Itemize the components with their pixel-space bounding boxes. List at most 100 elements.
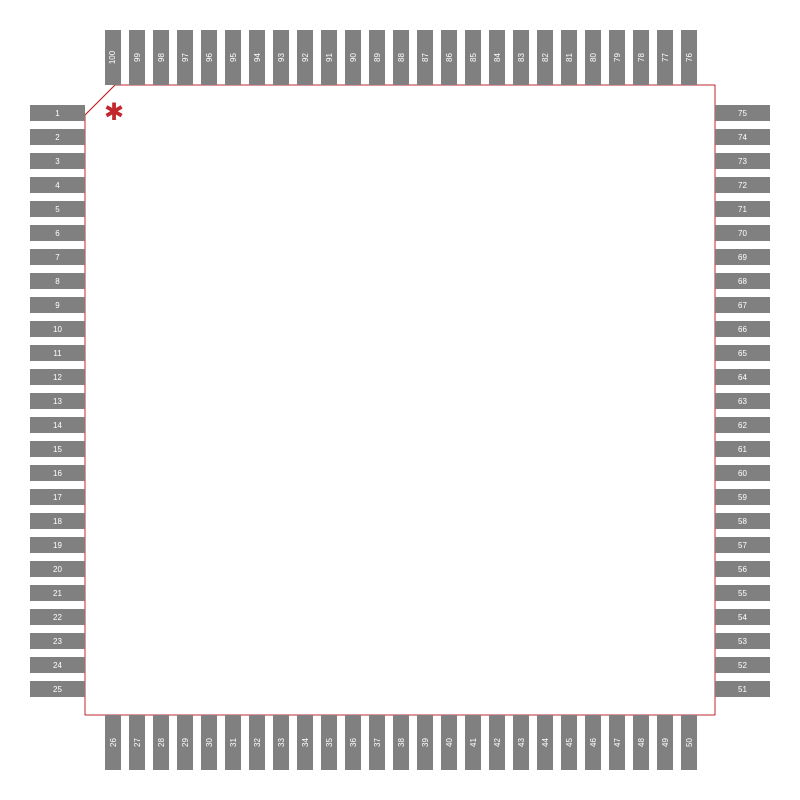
pin-label-26: 26 — [109, 738, 118, 747]
pin-78: 78 — [633, 30, 649, 85]
pin-label-31: 31 — [229, 738, 238, 747]
pin-label-48: 48 — [637, 738, 646, 747]
pin-44: 44 — [537, 715, 553, 770]
qfp-footprint: 1234567891011121314151617181920212223242… — [0, 0, 800, 800]
pin-8: 8 — [30, 273, 85, 289]
pin-label-43: 43 — [517, 738, 526, 747]
pin-34: 34 — [297, 715, 313, 770]
pin-12: 12 — [30, 369, 85, 385]
pin-label-21: 21 — [53, 589, 62, 598]
pin-label-90: 90 — [349, 53, 358, 62]
pin-label-5: 5 — [55, 205, 59, 214]
pin-label-84: 84 — [493, 53, 502, 62]
pin-62: 62 — [715, 417, 770, 433]
pin-label-97: 97 — [181, 53, 190, 62]
pin-40: 40 — [441, 715, 457, 770]
pin-57: 57 — [715, 537, 770, 553]
pin-16: 16 — [30, 465, 85, 481]
pin-14: 14 — [30, 417, 85, 433]
pin-50: 50 — [681, 715, 697, 770]
pin-label-52: 52 — [738, 661, 747, 670]
pin-label-86: 86 — [445, 53, 454, 62]
pin-2: 2 — [30, 129, 85, 145]
pin-label-94: 94 — [253, 53, 262, 62]
pin-86: 86 — [441, 30, 457, 85]
pin-26: 26 — [105, 715, 121, 770]
pin-label-92: 92 — [301, 53, 310, 62]
pin-label-38: 38 — [397, 738, 406, 747]
pin-label-68: 68 — [738, 277, 747, 286]
pin-label-8: 8 — [55, 277, 59, 286]
pin-84: 84 — [489, 30, 505, 85]
pin-label-56: 56 — [738, 565, 747, 574]
pin-label-15: 15 — [53, 445, 62, 454]
pin-label-1: 1 — [55, 109, 59, 118]
pin-27: 27 — [129, 715, 145, 770]
pin-56: 56 — [715, 561, 770, 577]
pin-label-19: 19 — [53, 541, 62, 550]
pin-76: 76 — [681, 30, 697, 85]
pin-label-91: 91 — [325, 53, 334, 62]
pin1-marker: ✱ — [104, 98, 124, 127]
pin-47: 47 — [609, 715, 625, 770]
pin-label-72: 72 — [738, 181, 747, 190]
pin-label-2: 2 — [55, 133, 59, 142]
pin-93: 93 — [273, 30, 289, 85]
pin-label-39: 39 — [421, 738, 430, 747]
pin-label-66: 66 — [738, 325, 747, 334]
pin-61: 61 — [715, 441, 770, 457]
pin-label-69: 69 — [738, 253, 747, 262]
pin-label-82: 82 — [541, 53, 550, 62]
pin-97: 97 — [177, 30, 193, 85]
pin-42: 42 — [489, 715, 505, 770]
pin-label-83: 83 — [517, 53, 526, 62]
pin-7: 7 — [30, 249, 85, 265]
pin-label-81: 81 — [565, 53, 574, 62]
pin-15: 15 — [30, 441, 85, 457]
pin-89: 89 — [369, 30, 385, 85]
pin-95: 95 — [225, 30, 241, 85]
pin-69: 69 — [715, 249, 770, 265]
pin-75: 75 — [715, 105, 770, 121]
pin-45: 45 — [561, 715, 577, 770]
pin-41: 41 — [465, 715, 481, 770]
pin-73: 73 — [715, 153, 770, 169]
pin-label-17: 17 — [53, 493, 62, 502]
pin-label-11: 11 — [53, 349, 61, 358]
pin-33: 33 — [273, 715, 289, 770]
pin-label-88: 88 — [397, 53, 406, 62]
pin-label-61: 61 — [738, 445, 747, 454]
pin-82: 82 — [537, 30, 553, 85]
pin-70: 70 — [715, 225, 770, 241]
pin-label-58: 58 — [738, 517, 747, 526]
pin-label-85: 85 — [469, 53, 478, 62]
pin-label-76: 76 — [685, 53, 694, 62]
pin-label-70: 70 — [738, 229, 747, 238]
pin-98: 98 — [153, 30, 169, 85]
pin-67: 67 — [715, 297, 770, 313]
pin-31: 31 — [225, 715, 241, 770]
pin-64: 64 — [715, 369, 770, 385]
pin-label-79: 79 — [613, 53, 622, 62]
pin-label-98: 98 — [157, 53, 166, 62]
pin-90: 90 — [345, 30, 361, 85]
pin-63: 63 — [715, 393, 770, 409]
pin-label-22: 22 — [53, 613, 62, 622]
pin-52: 52 — [715, 657, 770, 673]
pin-35: 35 — [321, 715, 337, 770]
pin-77: 77 — [657, 30, 673, 85]
pin-label-7: 7 — [55, 253, 59, 262]
pin-37: 37 — [369, 715, 385, 770]
pin-label-18: 18 — [53, 517, 62, 526]
pin-49: 49 — [657, 715, 673, 770]
pin-53: 53 — [715, 633, 770, 649]
pin-label-87: 87 — [421, 53, 430, 62]
pin-85: 85 — [465, 30, 481, 85]
pin-label-53: 53 — [738, 637, 747, 646]
pin-22: 22 — [30, 609, 85, 625]
pin-label-60: 60 — [738, 469, 747, 478]
pin-label-33: 33 — [277, 738, 286, 747]
pin-label-96: 96 — [205, 53, 214, 62]
pin-label-64: 64 — [738, 373, 747, 382]
pin-83: 83 — [513, 30, 529, 85]
